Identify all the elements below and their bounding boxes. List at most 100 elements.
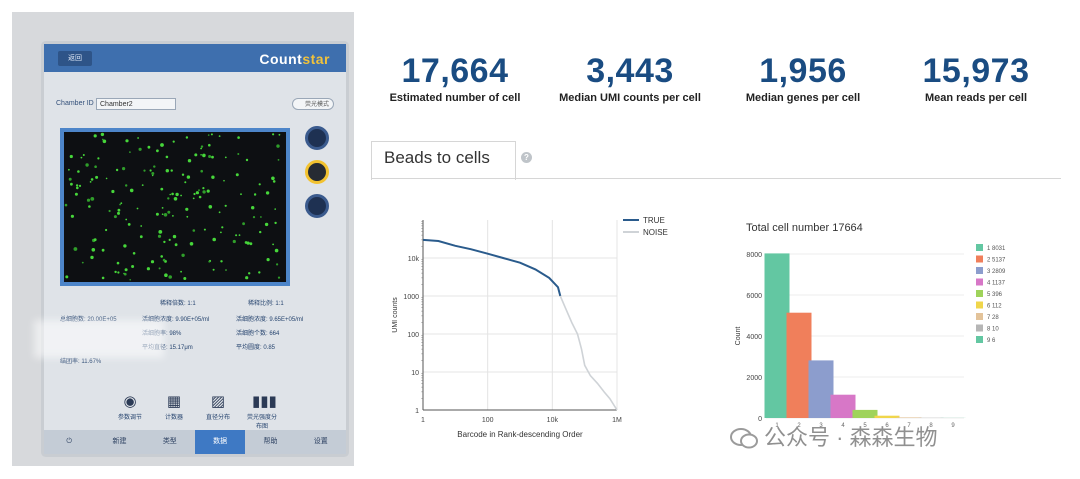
cell-dot (120, 202, 123, 205)
cell-dot (70, 214, 74, 218)
cell-dot (195, 191, 199, 195)
x-tick-label: 10k (547, 417, 559, 424)
bar-3 (808, 360, 834, 418)
tool-params[interactable]: ◉ 参数调节 (117, 393, 142, 422)
nav-new[interactable]: 新建 (112, 438, 127, 445)
eye-icon: ◉ (123, 393, 137, 410)
y-tick-label: 2000 (746, 375, 762, 382)
x-tick-label: 2 (797, 423, 801, 429)
cell-dot (131, 265, 135, 268)
cell-dot (218, 135, 221, 137)
cell-dot (158, 230, 163, 234)
cell-dots (64, 132, 281, 281)
grid-icon: ▦ (166, 393, 182, 410)
nav-type[interactable]: 类型 (162, 438, 177, 445)
cell-dot (172, 215, 174, 217)
nav-settings[interactable]: 设置 (313, 438, 328, 445)
cell-dot (271, 176, 275, 181)
wechat-icon (730, 427, 758, 449)
cell-dot (161, 207, 164, 209)
cell-dot (164, 273, 168, 277)
cell-dot (180, 194, 182, 197)
chamber-slot-3[interactable] (305, 194, 329, 218)
metric-median-umi: 3,443 Median UMI counts per cell (545, 52, 715, 104)
y-tick-label: 10 (411, 370, 419, 377)
cell-dot (95, 175, 99, 179)
cell-dot (242, 222, 246, 226)
device-back-button[interactable]: 返回 (58, 51, 92, 66)
cell-dot (117, 211, 120, 215)
cell-dot (150, 260, 155, 264)
cell-dot (82, 154, 85, 156)
stat-aggregation: 结团率: 11.67% (60, 359, 102, 365)
cell-dot (124, 272, 127, 276)
cell-dot (276, 144, 280, 148)
y-tick-label: 4000 (746, 334, 762, 341)
cell-dot (73, 247, 78, 251)
metric-value: 15,973 (922, 52, 1030, 90)
cell-dot (158, 267, 161, 270)
x-tick-label: 1 (421, 417, 425, 424)
legend-label: TRUE (643, 216, 665, 225)
cell-dot (160, 187, 164, 191)
cell-dot (85, 163, 89, 167)
x-tick-label: 7 (907, 423, 911, 429)
cell-dot (211, 155, 214, 159)
help-icon[interactable]: ? (521, 152, 532, 163)
cell-dot (93, 238, 97, 242)
cell-dot (149, 169, 152, 172)
nav-help[interactable]: 帮助 (263, 438, 278, 445)
cell-dot (277, 276, 281, 279)
chamber-select[interactable]: Chamber2 (96, 98, 176, 110)
legend-swatch (976, 336, 983, 343)
cell-dot (253, 193, 257, 196)
power-button[interactable]: ⏻ (66, 438, 72, 445)
cell-dot (88, 205, 91, 208)
nav-data[interactable]: 数据 (194, 430, 246, 454)
cell-dot (153, 165, 156, 168)
cell-dot (117, 208, 121, 212)
bar-5 (852, 409, 878, 418)
legend-swatch (976, 290, 983, 297)
cell-dot (202, 153, 206, 158)
cell-dot (252, 216, 256, 219)
metric-label: Median genes per cell (745, 92, 861, 104)
cell-dot (115, 168, 119, 172)
cell-dot (94, 165, 97, 168)
cell-dot (260, 216, 262, 218)
cell-dot (163, 240, 166, 244)
cell-dot (211, 175, 215, 179)
cell-dot (129, 279, 131, 281)
cell-dot (198, 195, 202, 199)
cell-dot (240, 193, 242, 196)
cell-dot (203, 228, 206, 231)
y-tick-label: 0 (758, 416, 762, 423)
legend-label: 8 10 (987, 327, 999, 333)
cell-dot (185, 136, 189, 139)
tool-counter[interactable]: ▦ 计数器 (164, 393, 183, 422)
dilution-stat: 稀释倍数: 1:1 (160, 301, 196, 307)
cell-dot (264, 222, 269, 227)
chamber-slot-2[interactable] (305, 160, 329, 184)
chamber-slot-1[interactable] (305, 126, 329, 150)
cell-dot (248, 272, 251, 275)
tool-fluorescence[interactable]: ▮▮▮ 荧光强度分布图 (246, 393, 277, 431)
cell-dot (102, 139, 107, 144)
cell-dot (169, 193, 171, 196)
ratio-stat: 稀释比例: 1:1 (248, 301, 284, 307)
cell-dot (161, 213, 164, 215)
cell-dot (186, 215, 189, 218)
chamber-row: Chamber ID Chamber2 荧光模式 (56, 98, 334, 112)
fluorescence-toggle[interactable]: 荧光模式 (292, 98, 334, 110)
cell-dot (208, 143, 211, 147)
legend-swatch (976, 313, 983, 320)
cell-dot (200, 147, 203, 150)
cell-dot (223, 179, 225, 182)
cell-dot (114, 270, 117, 274)
cell-dot (207, 134, 210, 136)
tool-diameter[interactable]: ▨ 直径分布 (205, 393, 230, 422)
cell-dot (168, 275, 172, 279)
cell-dot (245, 158, 249, 162)
chamber-slots (300, 124, 334, 294)
tab-beads-to-cells[interactable]: Beads to cells (371, 141, 516, 180)
